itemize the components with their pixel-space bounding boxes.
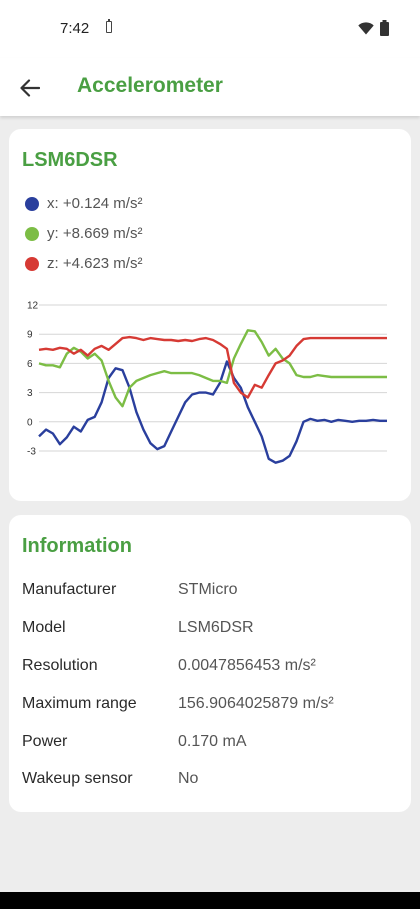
info-value: 0.170 mA	[178, 733, 247, 750]
series-line-y	[38, 329, 387, 408]
back-button[interactable]	[12, 70, 48, 106]
y-tick-label: 3	[27, 388, 33, 399]
info-label: Power	[22, 733, 68, 750]
info-label: Manufacturer	[22, 581, 117, 598]
battery-saver-icon	[106, 19, 112, 33]
series-line-z	[38, 335, 387, 399]
y-tick-label: 6	[27, 359, 33, 370]
legend-label-x: x: +0.124 m/s²	[47, 195, 143, 212]
y-tick-label: 9	[27, 330, 33, 341]
series-line-x	[38, 360, 387, 464]
info-value: LSM6DSR	[178, 619, 254, 636]
info-label: Wakeup sensor	[22, 770, 133, 787]
legend-label-z: z: +4.623 m/s²	[47, 255, 143, 272]
sensor-card: LSM6DSR x: +0.124 m/s² y: +8.669 m/s² z:…	[9, 129, 411, 501]
accelerometer-chart: 12 9 6 3 0 -3	[27, 301, 387, 464]
information-title: Information	[22, 535, 132, 557]
info-value: No	[178, 770, 199, 787]
legend-label-y: y: +8.669 m/s²	[47, 225, 143, 242]
info-row-power: Power 0.170 mA	[22, 733, 402, 757]
info-value: 156.9064025879 m/s²	[178, 695, 334, 712]
app-bar: Accelerometer	[0, 58, 420, 116]
battery-icon	[380, 20, 389, 36]
info-row-manufacturer: Manufacturer STMicro	[22, 581, 402, 605]
legend-dot-x	[25, 197, 39, 211]
status-time: 7:42	[60, 20, 90, 37]
status-bar: 7:42	[0, 0, 420, 58]
y-tick-label: 0	[27, 417, 33, 428]
info-row-wakeup-sensor: Wakeup sensor No	[22, 770, 402, 794]
sensor-name: LSM6DSR	[22, 149, 118, 171]
arrow-back-icon	[20, 79, 40, 97]
page-title: Accelerometer	[77, 74, 223, 97]
info-label: Maximum range	[22, 695, 137, 712]
y-tick-label: -3	[27, 447, 36, 458]
info-row-resolution: Resolution 0.0047856453 m/s²	[22, 657, 402, 681]
info-row-maximum-range: Maximum range 156.9064025879 m/s²	[22, 695, 402, 719]
info-label: Model	[22, 619, 66, 636]
wifi-icon	[358, 22, 374, 35]
info-value: STMicro	[178, 581, 238, 598]
info-value: 0.0047856453 m/s²	[178, 657, 316, 674]
info-row-model: Model LSM6DSR	[22, 619, 402, 643]
information-card: Information Manufacturer STMicro Model L…	[9, 515, 411, 812]
y-tick-label: 12	[27, 301, 39, 312]
legend-dot-z	[25, 257, 39, 271]
navigation-bar	[0, 892, 420, 909]
info-label: Resolution	[22, 657, 98, 674]
legend-dot-y	[25, 227, 39, 241]
